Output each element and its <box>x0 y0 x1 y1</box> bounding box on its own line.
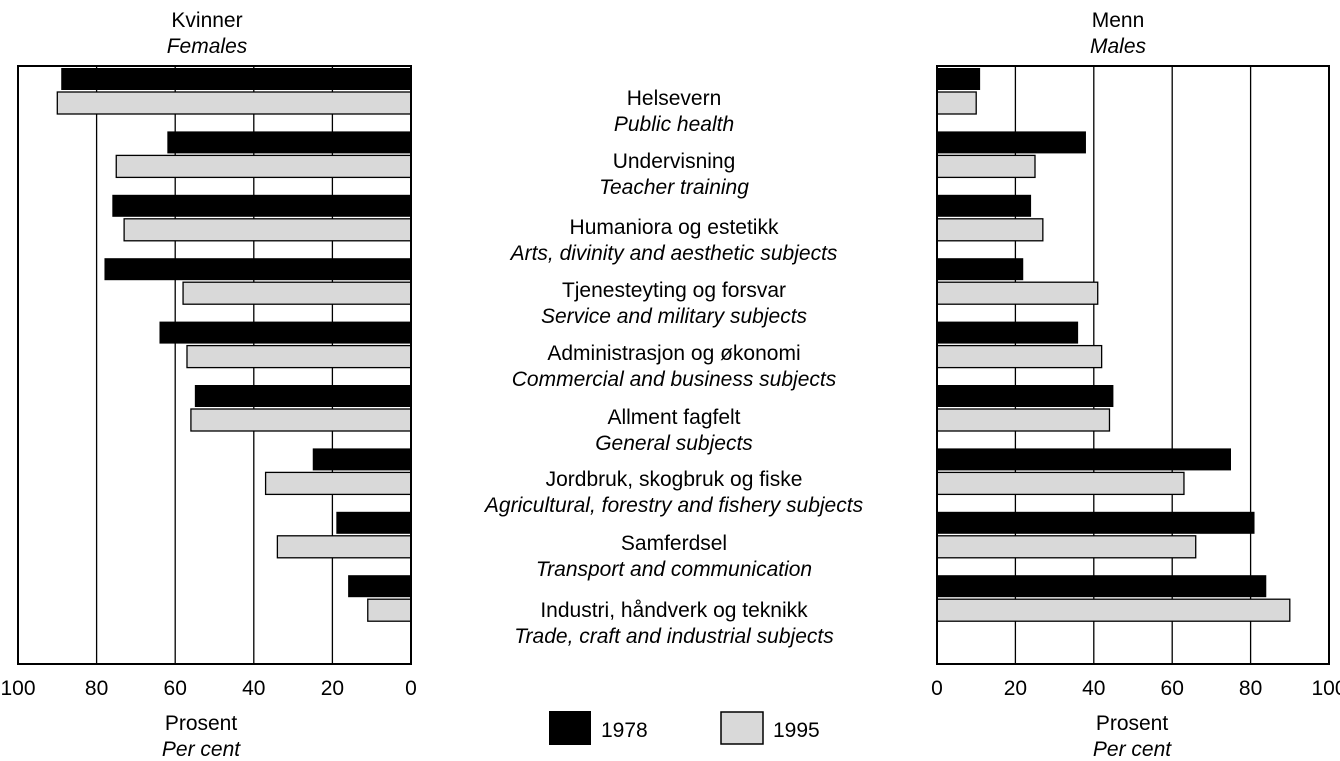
category-label-no: Administrasjon og økonomi <box>547 342 800 365</box>
female-bar-1995 <box>186 344 412 369</box>
male-bar-1995 <box>936 281 1099 305</box>
male-bar-1995 <box>936 535 1197 559</box>
category-label-en: Teacher training <box>599 176 749 199</box>
female-tick-label: 40 <box>242 677 265 700</box>
female-tick-label: 100 <box>0 677 35 700</box>
female-bar-1995 <box>56 91 412 115</box>
male-tick-label: 40 <box>1082 677 1105 700</box>
category-label-en: Transport and communication <box>536 558 812 581</box>
male-plot-frame <box>936 65 1330 665</box>
male-xlabel-en: Per cent <box>1093 738 1172 761</box>
male-bar-1978 <box>937 575 1267 598</box>
male-bar-1978 <box>937 131 1086 154</box>
category-label-en: Arts, divinity and aesthetic subjects <box>509 242 838 265</box>
category-label-no: Helsevern <box>627 87 722 110</box>
male-tick-label: 20 <box>1004 677 1027 700</box>
male-bars <box>936 68 1291 622</box>
category-labels: Helsevern Public health Undervisning Teache… <box>483 87 864 648</box>
male-tick-label: 60 <box>1161 677 1184 700</box>
category-label-no: Tjenesteyting og forsvar <box>562 279 786 302</box>
female-bar-1995 <box>182 281 412 305</box>
female-tick-label: 80 <box>85 677 108 700</box>
female-tick-labels: 100 80 60 40 20 0 <box>0 677 416 700</box>
female-tick-label: 20 <box>321 677 344 700</box>
male-tick-label: 0 <box>931 677 943 700</box>
male-bar-1978 <box>937 448 1231 471</box>
male-bar-1995 <box>936 91 977 115</box>
category-label-no: Allment fagfelt <box>607 406 740 429</box>
male-bar-1995 <box>936 408 1111 432</box>
category-label-no: Jordbruk, skogbruk og fiske <box>546 468 803 491</box>
female-bar-1978 <box>167 131 411 154</box>
male-tick-label: 100 <box>1311 677 1340 700</box>
female-bar-1995 <box>276 535 412 559</box>
male-bar-1995 <box>936 471 1185 496</box>
category-label-en: General subjects <box>595 432 753 455</box>
male-bar-1978 <box>937 68 981 90</box>
female-bar-1995 <box>115 154 412 179</box>
female-panel-title: Kvinner <box>171 9 242 32</box>
category-label-en: Agricultural, forestry and fishery subje… <box>483 494 864 517</box>
legend: 1978 1995 <box>549 711 820 745</box>
category-label-en: Public health <box>614 113 734 136</box>
female-bar-1978 <box>159 321 411 344</box>
male-bar-1995 <box>936 154 1036 179</box>
female-bar-1978 <box>348 575 411 598</box>
female-tick-label: 60 <box>164 677 187 700</box>
female-bar-1995 <box>264 471 412 496</box>
female-bar-1978 <box>336 511 411 534</box>
male-panel-title: Menn <box>1092 9 1145 32</box>
category-label-en: Trade, craft and industrial subjects <box>514 625 834 648</box>
male-tick-labels: 0 20 40 60 80 100 <box>931 677 1340 700</box>
female-xlabel: Prosent <box>165 712 238 735</box>
female-tick-label: 0 <box>405 677 417 700</box>
male-bar-1978 <box>937 385 1114 407</box>
category-label-no: Industri, håndverk og teknikk <box>540 599 808 622</box>
female-bar-1978 <box>194 385 411 407</box>
female-bar-1978 <box>112 194 411 217</box>
male-bar-1978 <box>937 321 1079 344</box>
female-bar-1978 <box>104 258 412 281</box>
legend-swatch-1995 <box>720 711 764 745</box>
category-label-no: Samferdsel <box>621 532 727 555</box>
male-bar-1995 <box>936 344 1103 369</box>
female-bars <box>56 68 412 622</box>
female-bar-1978 <box>61 68 411 90</box>
male-xlabel: Prosent <box>1096 712 1169 735</box>
male-bar-1995 <box>936 598 1291 622</box>
male-tick-label: 80 <box>1239 677 1262 700</box>
male-bar-1978 <box>937 511 1255 534</box>
legend-swatch-1978 <box>549 711 591 745</box>
male-bar-1978 <box>937 194 1032 217</box>
female-bar-1995 <box>367 598 412 622</box>
male-bar-1978 <box>937 258 1024 281</box>
male-panel-subtitle: Males <box>1090 35 1147 58</box>
category-label-no: Humaniora og estetikk <box>570 216 779 239</box>
category-label-no: Undervisning <box>613 150 736 173</box>
female-plot-frame <box>17 65 412 665</box>
female-panel-subtitle: Females <box>167 35 248 58</box>
legend-label-1978: 1978 <box>601 719 648 742</box>
female-bar-1978 <box>312 448 411 471</box>
category-label-en: Service and military subjects <box>541 305 808 328</box>
category-label-en: Commercial and business subjects <box>512 368 837 391</box>
female-bar-1995 <box>190 408 412 432</box>
female-xlabel-en: Per cent <box>162 738 241 761</box>
male-bar-1995 <box>936 218 1044 242</box>
female-bar-1995 <box>123 218 412 242</box>
legend-label-1995: 1995 <box>773 719 820 742</box>
